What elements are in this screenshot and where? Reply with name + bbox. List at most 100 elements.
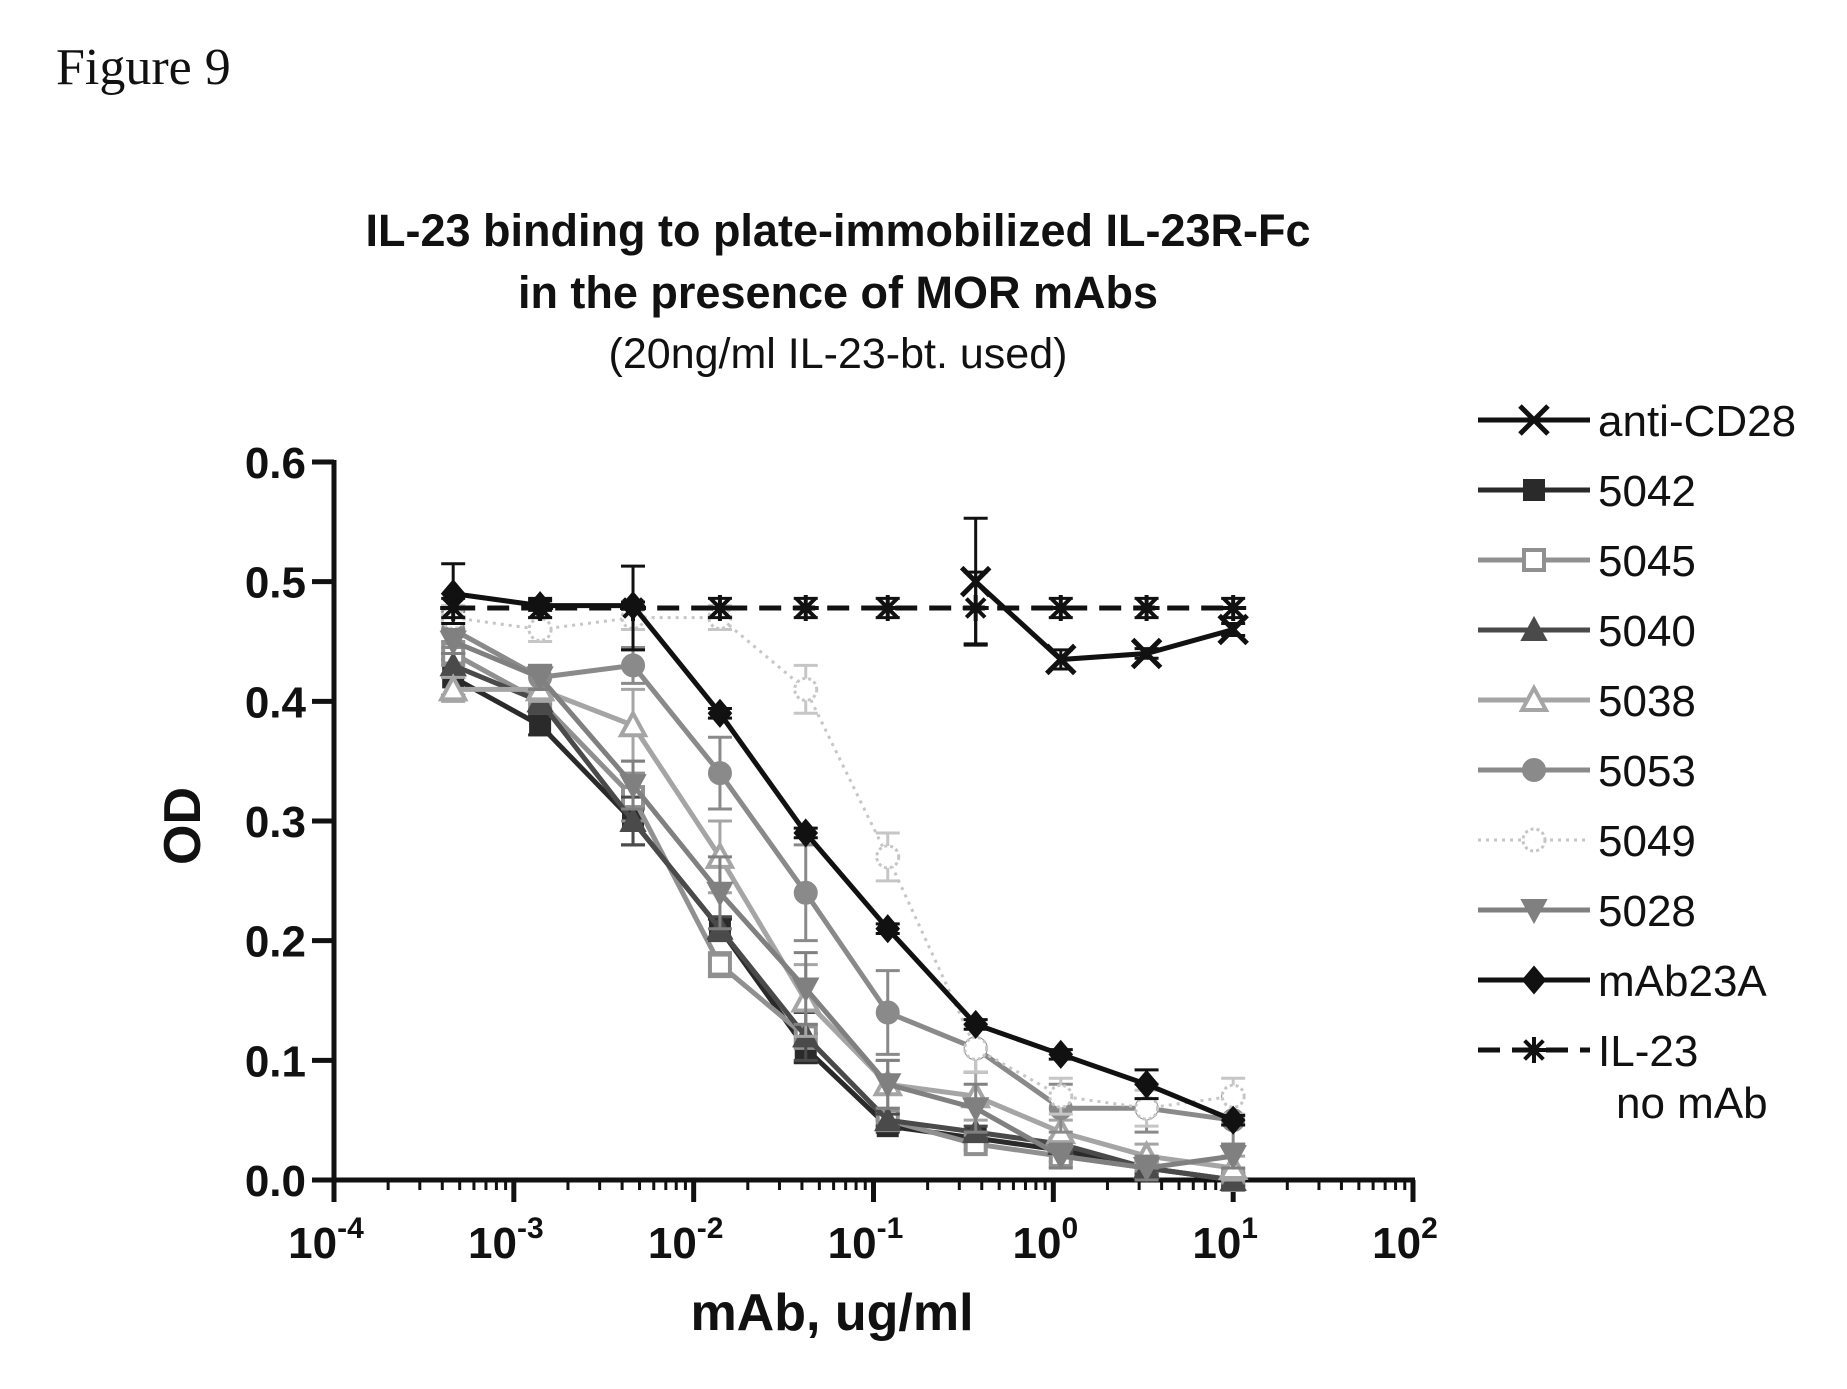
legend-marker <box>1520 615 1548 641</box>
series-line <box>453 686 1234 1171</box>
series-line <box>452 616 1234 1110</box>
y-axis-ticks: 0.0 0.1 0.2 0.3 0.4 0.5 0.6 <box>245 439 334 1206</box>
data-point <box>621 653 646 678</box>
x-axis-ticks: 10-4 10-3 10-2 10-1 100 101 102 <box>288 1180 1438 1268</box>
data-point <box>619 806 647 832</box>
legend-item-mab23a: mAb23A <box>1478 957 1767 1006</box>
legend-marker <box>1522 758 1546 782</box>
data-point <box>527 617 553 643</box>
legend-label: 5045 <box>1598 537 1696 586</box>
y-tick-label: 0.3 <box>245 798 306 847</box>
x-tick-label: 10-2 <box>648 1212 724 1268</box>
data-point <box>707 952 732 977</box>
data-point <box>706 594 733 621</box>
series-layer <box>437 516 1249 1192</box>
data-point <box>1134 1069 1159 1099</box>
figure-label: Figure 9 <box>56 39 231 96</box>
data-point <box>1134 1095 1160 1121</box>
data-point <box>875 844 901 870</box>
series-mab23a <box>440 562 1246 1135</box>
y-tick-label: 0.6 <box>245 439 306 488</box>
data-point <box>793 818 819 848</box>
series-line <box>974 579 1234 663</box>
data-point <box>1048 1039 1074 1069</box>
legend-item-anti-cd28: anti-CD28 <box>1478 397 1796 446</box>
series-5028 <box>439 628 1247 1183</box>
data-point <box>707 698 733 728</box>
data-point <box>619 774 647 800</box>
data-point <box>874 1106 902 1132</box>
series-line <box>451 651 1234 1183</box>
data-point <box>1047 594 1074 621</box>
legend: anti-CD28 5042 5045 5040 5038 5053 5049 5028 mAb… <box>1478 397 1796 1128</box>
legend-marker <box>1518 683 1550 712</box>
series-line <box>452 663 1234 1183</box>
data-point <box>620 594 647 621</box>
chart-title: IL-23 binding to plate-immobilized IL-23… <box>365 205 1310 256</box>
data-point <box>439 630 467 656</box>
series-line <box>452 591 1235 1123</box>
legend-item-5038: 5038 <box>1478 677 1696 726</box>
data-point <box>437 673 469 702</box>
data-point <box>793 880 818 905</box>
data-point <box>1132 1157 1161 1183</box>
data-point <box>792 594 819 621</box>
y-tick-label: 0.5 <box>245 559 306 608</box>
x-tick-label: 100 <box>1013 1212 1079 1268</box>
data-point <box>874 1073 902 1099</box>
data-point <box>875 1000 900 1025</box>
legend-marker <box>1520 899 1548 925</box>
legend-label: IL-23 <box>1598 1027 1698 1076</box>
axes <box>331 460 1415 1183</box>
data-point <box>526 666 554 692</box>
series-5038 <box>437 673 1249 1182</box>
series-line <box>452 639 1234 1171</box>
data-point <box>527 594 554 621</box>
series-line <box>451 675 1234 1183</box>
data-point <box>963 1035 989 1061</box>
data-point <box>793 676 819 702</box>
data-point <box>707 761 732 786</box>
data-point <box>1133 594 1160 621</box>
legend-item-5042: 5042 <box>1478 467 1696 516</box>
legend-label: 5042 <box>1598 467 1696 516</box>
y-tick-label: 0.1 <box>245 1037 306 1086</box>
data-point <box>1220 1083 1246 1109</box>
legend-marker <box>1521 965 1547 995</box>
series-il-23-no-mab <box>440 564 1247 652</box>
legend-label: anti-CD28 <box>1598 397 1796 446</box>
data-point <box>1048 1083 1074 1109</box>
data-point <box>1220 594 1247 621</box>
legend-marker <box>1521 827 1547 853</box>
y-tick-label: 0.2 <box>245 918 306 967</box>
data-point <box>1219 1145 1247 1171</box>
legend-item-5045: 5045 <box>1478 537 1696 586</box>
x-tick-label: 10-3 <box>468 1212 544 1268</box>
data-point <box>874 594 901 621</box>
legend-item-5028: 5028 <box>1478 887 1696 936</box>
data-point <box>1045 643 1077 676</box>
data-point <box>959 565 992 598</box>
data-point <box>529 714 552 737</box>
chart-title-line2: in the presence of MOR mAbs <box>518 267 1158 318</box>
data-point <box>440 594 467 621</box>
series-anti-cd28 <box>959 516 1249 676</box>
data-point <box>617 709 649 738</box>
series-5049 <box>440 604 1246 1128</box>
y-axis-label: OD <box>154 787 212 865</box>
data-point <box>963 1009 988 1039</box>
legend-marker <box>1521 1037 1547 1063</box>
series-line <box>451 627 1234 1123</box>
legend-marker <box>1523 479 1545 501</box>
y-tick-label: 0.0 <box>245 1157 306 1206</box>
data-point <box>706 881 734 907</box>
legend-marker <box>1518 404 1550 436</box>
x-tick-label: 10-4 <box>288 1212 364 1268</box>
x-tick-label: 10-1 <box>828 1212 904 1268</box>
legend-label: 5040 <box>1598 607 1696 656</box>
data-point <box>792 977 820 1003</box>
data-point <box>1220 1105 1246 1135</box>
legend-label: 5053 <box>1598 747 1696 796</box>
